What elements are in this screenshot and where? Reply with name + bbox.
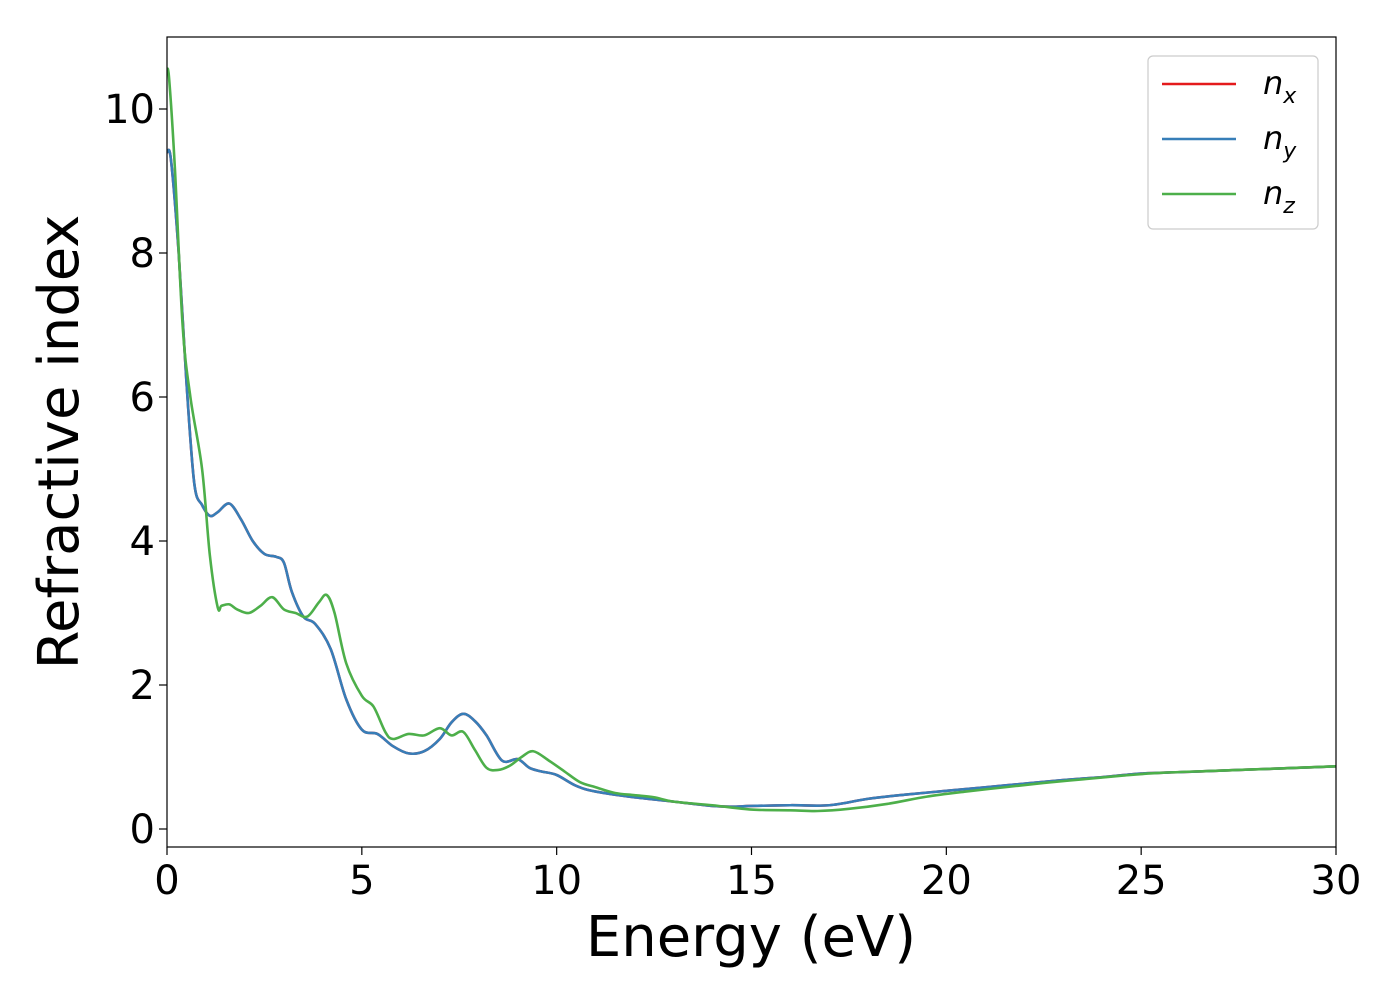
x-tick-label: 15 (726, 858, 777, 904)
y-axis-ticks: 0 2 4 6 8 10 (104, 87, 167, 853)
series-line-nz (167, 67, 1336, 813)
x-tick-label: 5 (349, 858, 374, 904)
x-tick-label: 25 (1116, 858, 1167, 904)
y-tick-label: 0 (130, 807, 155, 853)
y-tick-label: 4 (130, 519, 155, 565)
x-axis-ticks: 0 5 10 15 20 25 30 (154, 847, 1361, 904)
y-tick-label: 10 (104, 87, 155, 133)
y-axis-title: Refractive index (27, 215, 92, 670)
x-axis-title: Energy (eV) (586, 905, 916, 970)
y-tick-label: 2 (130, 663, 155, 709)
series-line-ny (167, 148, 1336, 808)
series-line-nx (167, 148, 1336, 808)
legend-box (1147, 55, 1319, 230)
y-tick-label: 6 (130, 375, 155, 421)
legend-label-ny: ny (1263, 119, 1297, 164)
x-tick-label: 0 (154, 858, 179, 904)
x-tick-label: 30 (1311, 858, 1362, 904)
x-tick-label: 20 (921, 858, 972, 904)
legend-label-nz: nz (1263, 174, 1295, 219)
x-tick-label: 10 (531, 858, 582, 904)
y-tick-label: 8 (130, 231, 155, 277)
legend: nx ny nz (1147, 55, 1319, 230)
legend-label-nx: nx (1263, 64, 1297, 109)
